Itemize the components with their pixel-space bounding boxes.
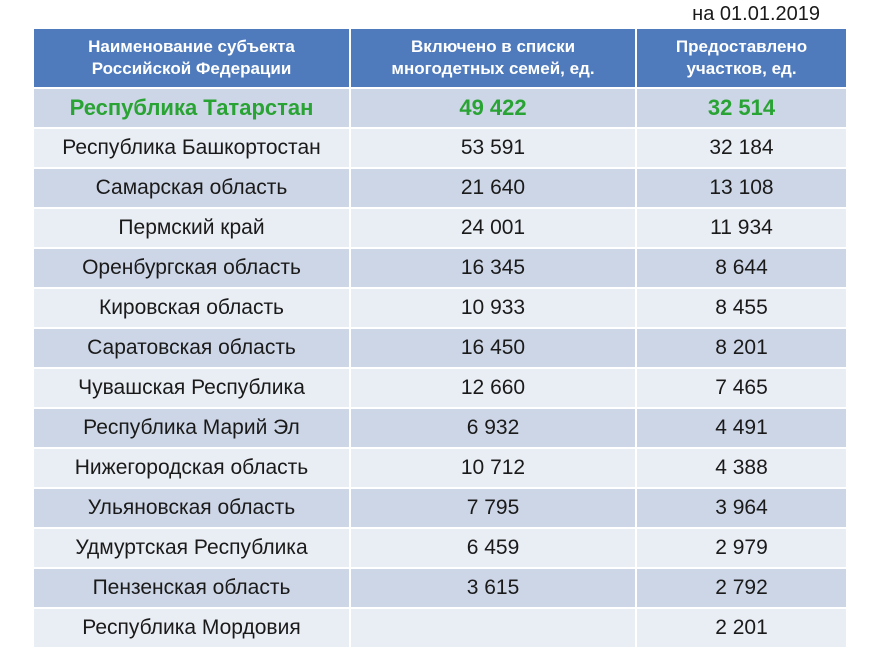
cell-region: Республика Башкортостан bbox=[34, 128, 351, 169]
cell-plots: 8 455 bbox=[636, 288, 846, 329]
cell-plots: 32 514 bbox=[636, 88, 846, 129]
cell-families: 7 795 bbox=[350, 488, 637, 529]
cell-region: Пензенская область bbox=[34, 568, 351, 609]
cell-plots: 8 644 bbox=[636, 248, 846, 289]
cell-region: Кировская область bbox=[34, 288, 351, 329]
cell-region: Чувашская Республика bbox=[34, 368, 351, 409]
cell-families: 12 660 bbox=[350, 368, 637, 409]
table-row: Самарская область 21 640 13 108 bbox=[34, 168, 846, 209]
table-row: Республика Марий Эл 6 932 4 491 bbox=[34, 408, 846, 449]
cell-region: Удмуртская Республика bbox=[34, 528, 351, 569]
cell-plots: 2 979 bbox=[636, 528, 846, 569]
table-row: Удмуртская Республика 6 459 2 979 bbox=[34, 528, 846, 569]
header-region: Наименование субъекта Российской Федерац… bbox=[34, 29, 351, 89]
cell-families: 49 422 bbox=[350, 88, 637, 129]
table-row: Республика Башкортостан 53 591 32 184 bbox=[34, 128, 846, 169]
table-row: Чувашская Республика 12 660 7 465 bbox=[34, 368, 846, 409]
table-row: Оренбургская область 16 345 8 644 bbox=[34, 248, 846, 289]
cell-region: Саратовская область bbox=[34, 328, 351, 369]
cell-families: 16 345 bbox=[350, 248, 637, 289]
cell-plots: 4 388 bbox=[636, 448, 846, 489]
header-plots: Предоставлено участков, ед. bbox=[636, 29, 846, 89]
cell-families: 3 615 bbox=[350, 568, 637, 609]
cell-plots: 32 184 bbox=[636, 128, 846, 169]
cell-families: 21 640 bbox=[350, 168, 637, 209]
cell-families: 16 450 bbox=[350, 328, 637, 369]
table-row: Нижегородская область 10 712 4 388 bbox=[34, 448, 846, 489]
cell-families: 53 591 bbox=[350, 128, 637, 169]
cell-plots: 7 465 bbox=[636, 368, 846, 409]
cell-region: Республика Мордовия bbox=[34, 608, 351, 649]
cell-plots: 4 491 bbox=[636, 408, 846, 449]
cell-plots: 11 934 bbox=[636, 208, 846, 249]
table-row: Пензенская область 3 615 2 792 bbox=[34, 568, 846, 609]
table-header-row: Наименование субъекта Российской Федерац… bbox=[34, 29, 846, 89]
cell-region: Республика Марий Эл bbox=[34, 408, 351, 449]
table-row: Саратовская область 16 450 8 201 bbox=[34, 328, 846, 369]
cell-region: Пермский край bbox=[34, 208, 351, 249]
cell-plots: 2 792 bbox=[636, 568, 846, 609]
cell-families: 10 712 bbox=[350, 448, 637, 489]
cell-families: 6 459 bbox=[350, 528, 637, 569]
regions-table: Наименование субъекта Российской Федерац… bbox=[34, 29, 846, 649]
table-row: Республика Татарстан 49 422 32 514 bbox=[34, 88, 846, 129]
cell-plots: 8 201 bbox=[636, 328, 846, 369]
cell-families: 6 932 bbox=[350, 408, 637, 449]
cell-families bbox=[350, 608, 637, 649]
cell-plots: 2 201 bbox=[636, 608, 846, 649]
cell-region: Республика Татарстан bbox=[34, 88, 351, 129]
cell-families: 24 001 bbox=[350, 208, 637, 249]
table-row: Кировская область 10 933 8 455 bbox=[34, 288, 846, 329]
table-row: Республика Мордовия 2 201 bbox=[34, 608, 846, 649]
cell-region: Оренбургская область bbox=[34, 248, 351, 289]
cell-families: 10 933 bbox=[350, 288, 637, 329]
cell-region: Самарская область bbox=[34, 168, 351, 209]
cell-plots: 13 108 bbox=[636, 168, 846, 209]
cell-region: Нижегородская область bbox=[34, 448, 351, 489]
header-families: Включено в списки многодетных семей, ед. bbox=[350, 29, 637, 89]
table-row: Ульяновская область 7 795 3 964 bbox=[34, 488, 846, 529]
cell-plots: 3 964 bbox=[636, 488, 846, 529]
cell-region: Ульяновская область bbox=[34, 488, 351, 529]
date-note: на 01.01.2019 bbox=[692, 3, 820, 25]
table-row: Пермский край 24 001 11 934 bbox=[34, 208, 846, 249]
